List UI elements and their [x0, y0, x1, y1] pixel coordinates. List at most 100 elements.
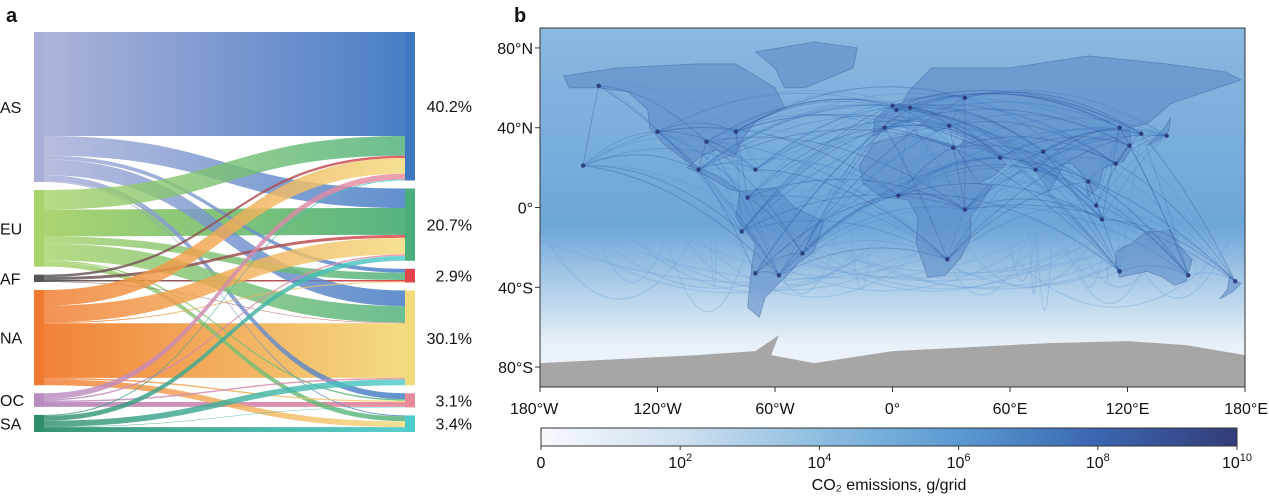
- hub-moscow: [962, 95, 968, 101]
- route-arc: [1088, 181, 1189, 276]
- flow-oc-to-na: [44, 377, 405, 403]
- route-arc: [698, 104, 911, 170]
- route-arc: [898, 178, 1097, 206]
- route-arc: [735, 114, 954, 149]
- hub-seoul: [1139, 131, 1144, 136]
- route-arc: [943, 209, 1102, 289]
- route-arc: [735, 113, 1001, 159]
- route-arc: [884, 101, 1142, 135]
- route-arc: [1115, 163, 1121, 272]
- route-arc: [898, 156, 1001, 196]
- route-arc: [755, 107, 911, 170]
- colorbar-label: CO₂ emissions, g/grid: [812, 477, 967, 494]
- route-arc: [999, 126, 1167, 159]
- route-arc: [1068, 202, 1112, 288]
- route-arc: [1101, 127, 1121, 220]
- route-arc: [598, 84, 737, 133]
- flow-eu-to-sa: [44, 261, 405, 422]
- route-arc: [657, 92, 897, 133]
- route-arc: [1115, 135, 1167, 164]
- hub-us-west: [655, 129, 660, 134]
- antarctica: [540, 335, 1245, 387]
- route-arc: [909, 91, 1167, 137]
- route-arc: [778, 208, 965, 276]
- route-arc: [780, 228, 1103, 290]
- hub-auckland: [1233, 279, 1238, 284]
- route-arc: [896, 108, 950, 127]
- route-arc: [1096, 205, 1189, 276]
- route-arc: [946, 151, 1044, 260]
- emissions-map: 80°N 40°N 0° 40°S 80°S 180°W 120°W 60°W 0° 60°E 12…: [497, 27, 1268, 418]
- route-arc: [964, 177, 1089, 210]
- route-arc: [741, 194, 966, 232]
- y-tick-label: 80°S: [498, 360, 533, 377]
- hub-london: [890, 103, 895, 108]
- route-arc: [598, 85, 780, 276]
- route-arc: [598, 85, 743, 232]
- route-arc: [755, 107, 911, 274]
- route-arc: [1095, 145, 1130, 206]
- route-arc: [1140, 133, 1189, 276]
- route-arc: [701, 206, 1171, 279]
- route-arc: [1043, 138, 1130, 153]
- route-arc: [747, 127, 885, 198]
- x-tick-label: 60°E: [993, 401, 1028, 418]
- route-arc: [802, 105, 893, 254]
- route-arc: [700, 207, 1207, 282]
- colorbar-tick-label: 102: [668, 452, 692, 472]
- route-arc: [892, 90, 1120, 129]
- hub-bangkok: [1086, 179, 1091, 184]
- route-arc: [778, 195, 899, 276]
- route-arc: [582, 154, 699, 171]
- route-arc: [1123, 226, 1235, 299]
- route-arc: [1043, 128, 1167, 153]
- route-arc: [898, 166, 1089, 196]
- route-arc: [755, 157, 1001, 274]
- route-arc: [604, 213, 875, 293]
- flight-routes: [541, 84, 1236, 313]
- route-arc: [884, 119, 950, 129]
- route-arc: [570, 187, 960, 294]
- panel-a-label: a: [6, 5, 18, 27]
- hub-paris: [894, 107, 899, 112]
- route-arc: [1042, 151, 1121, 272]
- hub-shanghai: [1127, 143, 1132, 148]
- route-arc: [949, 114, 1130, 147]
- route-arc: [1104, 206, 1111, 282]
- route-arc: [541, 209, 1013, 283]
- route-arc: [949, 125, 1103, 220]
- flow-as-to-sa: [44, 180, 405, 417]
- route-arc: [1043, 129, 1142, 153]
- node-left-as: [34, 32, 44, 182]
- flow-sa-to-sa: [44, 427, 405, 432]
- hub-tokyo: [1164, 133, 1169, 138]
- route-arc: [1087, 133, 1142, 182]
- x-tick-label: 60°W: [755, 401, 795, 418]
- route-arc: [898, 193, 966, 210]
- hub-anchorage: [596, 83, 601, 89]
- route-arc: [964, 169, 1036, 210]
- route-arc: [1140, 133, 1236, 282]
- route-arc: [964, 204, 1236, 282]
- route-arc: [706, 141, 743, 232]
- route-arc: [1188, 272, 1236, 282]
- route-arc: [741, 127, 885, 232]
- route-arc: [884, 125, 1036, 170]
- route-arc: [706, 141, 780, 276]
- hub-istanbul: [947, 123, 952, 128]
- route-arc: [735, 131, 749, 198]
- route-arc: [755, 125, 950, 274]
- route-arc: [747, 124, 950, 198]
- route-arc: [698, 107, 897, 170]
- route-arc: [710, 237, 718, 288]
- route-arc: [1129, 134, 1167, 147]
- route-arc: [948, 97, 966, 126]
- route-arc: [1101, 219, 1189, 276]
- hub-lima: [739, 229, 744, 234]
- route-arc: [1095, 135, 1167, 206]
- route-arc: [896, 98, 1130, 147]
- flow-as-to-as: [44, 32, 405, 137]
- route-arc: [778, 157, 1001, 276]
- node-right-oc: [405, 393, 415, 408]
- route-arc: [755, 135, 954, 171]
